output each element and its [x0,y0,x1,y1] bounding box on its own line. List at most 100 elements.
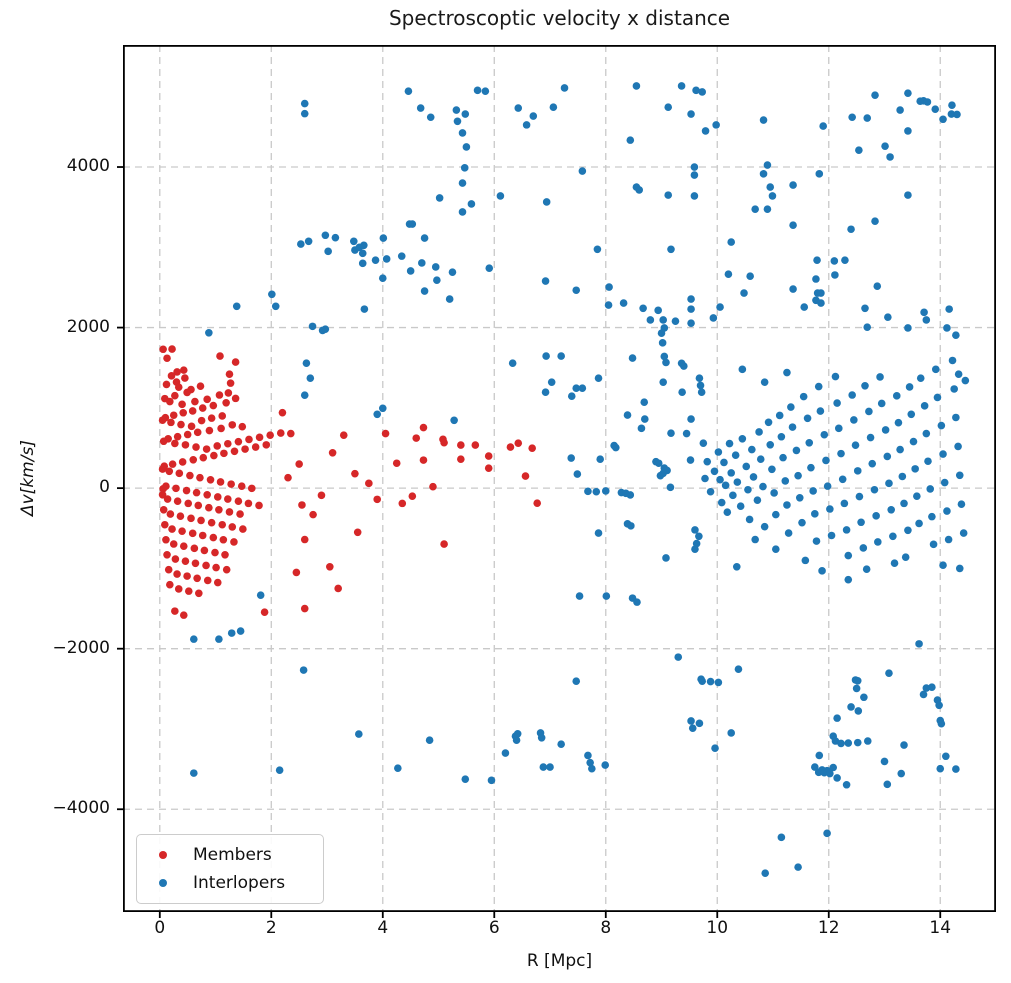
data-point-interlopers [844,739,853,747]
data-point-members [528,444,536,452]
data-point-interlopers [627,522,635,530]
data-point-members [173,368,181,376]
data-point-members [226,379,235,387]
data-point-interlopers [820,430,829,439]
data-point-interlopers [572,286,581,295]
data-point-interlopers [922,684,931,692]
data-point-interlopers [799,392,808,401]
data-point-interlopers [822,456,830,465]
data-point-interlopers [458,179,467,187]
data-point-members [216,352,224,360]
data-point-interlopers [915,640,923,648]
data-point-members [183,430,192,439]
data-point-members [169,540,178,548]
data-point-interlopers [783,501,791,509]
data-point-interlopers [584,487,592,496]
data-point-interlopers [954,370,963,378]
data-point-interlopers [952,331,960,340]
data-point-members [184,499,193,508]
data-point-interlopers [857,518,865,527]
data-point-members [193,428,202,437]
data-point-members [168,525,176,533]
data-point-interlopers [667,245,675,254]
data-point-interlopers [755,428,763,436]
data-point-members [236,510,244,518]
data-point-interlopers [541,277,550,285]
data-point-interlopers [928,512,936,521]
data-point-interlopers [885,669,893,677]
data-point-interlopers [658,339,667,347]
data-point-interlopers [766,183,775,191]
data-point-interlopers [462,143,471,151]
data-point-interlopers [680,362,688,370]
data-point-members [176,512,185,521]
data-point-members [381,429,390,438]
data-point-interlopers [814,382,823,391]
data-point-members [295,460,303,468]
data-point-interlopers [602,592,611,600]
data-point-members [245,435,253,444]
data-point-interlopers [660,352,669,361]
data-point-members [191,397,199,406]
data-point-interlopers [853,677,862,685]
data-point-interlopers [890,559,899,567]
data-point-interlopers [445,295,454,303]
data-point-interlopers [709,314,718,322]
data-point-interlopers [701,127,710,135]
data-point-interlopers [827,531,836,540]
data-point-members [298,501,306,509]
data-point-interlopers [865,407,873,416]
data-point-interlopers [916,374,925,382]
data-point-interlopers [458,208,467,216]
data-point-interlopers [695,374,704,382]
data-point-interlopers [813,256,821,264]
data-point-members [165,467,174,476]
data-point-interlopers [508,359,517,367]
data-point-interlopers [876,373,884,381]
data-point-members [317,491,326,500]
data-point-interlopers [768,192,777,200]
data-point-members [339,431,348,439]
data-point-interlopers [215,635,223,643]
data-point-interlopers [425,736,434,745]
data-point-members [199,453,208,462]
data-point-interlopers [794,863,802,871]
data-point-interlopers [575,592,584,600]
data-point-interlopers [324,247,332,256]
data-point-interlopers [823,829,831,838]
data-point-interlopers [812,537,821,545]
data-point-interlopers [779,453,787,462]
data-point-interlopers [853,467,862,475]
data-point-interlopers [725,439,734,448]
legend-item-interlopers: Interlopers [137,869,323,897]
data-point-interlopers [720,458,728,467]
data-point-members [202,445,211,453]
data-point-interlopers [887,506,895,514]
data-point-interlopers [593,245,602,254]
data-point-interlopers [746,272,754,280]
data-point-members [218,520,227,529]
data-point-members [191,559,200,568]
data-point-interlopers [920,308,928,317]
data-point-interlopers [833,399,841,407]
data-point-interlopers [833,774,841,782]
data-point-interlopers [299,666,308,674]
x-tick-label: 10 [706,918,729,938]
data-point-interlopers [924,457,932,466]
data-point-interlopers [633,598,641,606]
data-point-members [219,535,228,544]
data-point-interlopers [943,324,951,332]
y-tick-label: −4000 [52,798,110,819]
data-point-interlopers [378,404,387,413]
data-point-interlopers [592,487,601,496]
data-point-members [230,538,238,546]
data-point-members [181,374,189,382]
data-point-interlopers [664,103,673,112]
data-point-interlopers [626,491,635,499]
data-point-members [158,490,167,499]
data-point-members [171,391,179,400]
data-point-members [196,473,204,482]
data-point-interlopers [601,761,610,769]
data-point-interlopers [547,378,556,386]
data-point-members [255,501,263,510]
